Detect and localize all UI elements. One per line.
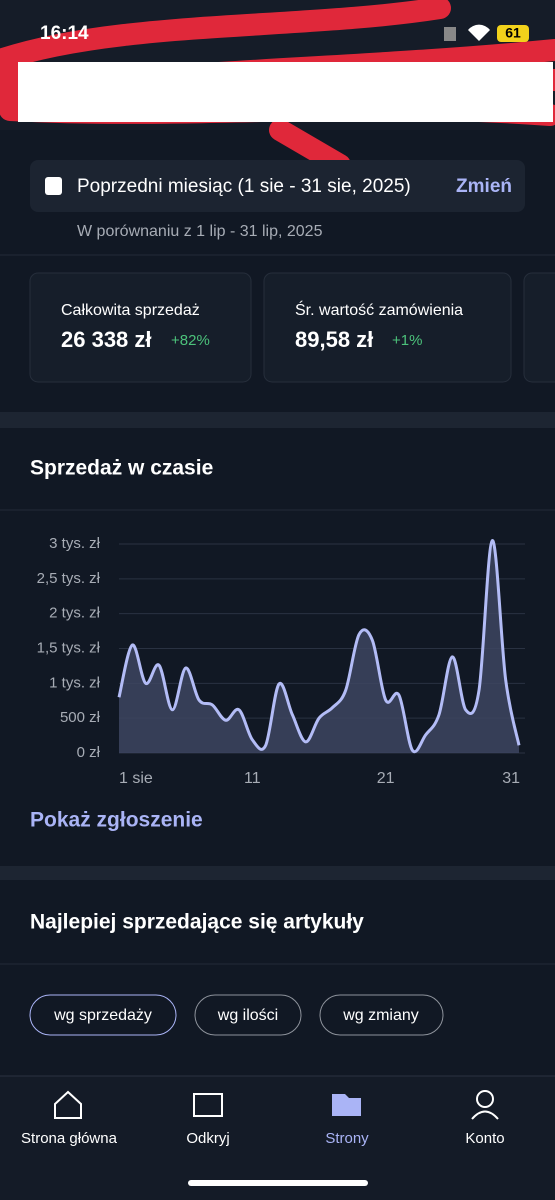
kpi-value: 26 338 zł <box>61 327 152 352</box>
section-title: Sprzedaż w czasie <box>30 457 213 480</box>
section-separator <box>0 412 555 428</box>
account-icon <box>476 1090 494 1108</box>
filter-chip[interactable] <box>194 994 302 1036</box>
section-separator <box>0 866 555 880</box>
section-title: Najlepiej sprzedające się artykuły <box>30 911 364 934</box>
signal-icon <box>444 27 456 41</box>
kpi-value: 89,58 zł <box>295 327 373 352</box>
pages-icon <box>332 1094 361 1116</box>
redaction-box <box>18 62 553 122</box>
kpi-change: +82% <box>171 332 210 349</box>
filter-chip[interactable] <box>319 994 444 1036</box>
change-button[interactable]: Zmień <box>456 176 512 197</box>
wifi-icon <box>468 24 490 41</box>
battery-level: 61 <box>505 25 521 41</box>
y-tick-label: 2 tys. zł <box>49 605 101 622</box>
x-tick-label: 1 sie <box>119 770 153 787</box>
y-tick-label: 3 tys. zł <box>49 535 101 552</box>
nav-item[interactable]: Odkryj <box>186 1130 229 1147</box>
comparison-text: W porównaniu z 1 lip - 31 lip, 2025 <box>77 223 323 240</box>
y-tick-label: 2,5 tys. zł <box>37 570 101 587</box>
filter-label: wg zmiany <box>342 1007 419 1024</box>
report-link[interactable]: Pokaż zgłoszenie <box>30 809 203 832</box>
filter-chip[interactable] <box>29 994 177 1036</box>
y-tick-label: 1,5 tys. zł <box>37 639 101 656</box>
x-tick-label: 31 <box>502 770 520 787</box>
status-time: 16:14 <box>40 23 89 44</box>
line <box>117 539 521 754</box>
nav-item[interactable]: Konto <box>465 1130 504 1147</box>
y-tick-label: 0 zł <box>77 744 101 761</box>
nav-item[interactable]: Strony <box>325 1130 369 1147</box>
y-tick-label: 500 zł <box>60 709 101 726</box>
date-range: Poprzedni miesiąc (1 sie - 31 sie, 2025) <box>77 176 411 197</box>
kpi-change: +1% <box>392 332 422 349</box>
kpi-card[interactable] <box>29 272 252 383</box>
filter-label: wg ilości <box>217 1007 278 1024</box>
kpi-title: Śr. wartość zamówienia <box>295 300 463 319</box>
x-tick-label: 11 <box>244 770 261 787</box>
battery-icon <box>497 25 529 42</box>
kpi-card[interactable] <box>263 272 512 383</box>
nav-item[interactable]: Strona główna <box>21 1130 118 1147</box>
calendar-icon <box>45 177 62 195</box>
bottom-nav <box>0 1076 555 1200</box>
filter-label: wg sprzedaży <box>53 1007 152 1024</box>
kpi-card[interactable] <box>523 272 555 383</box>
y-tick-label: 1 tys. zł <box>49 674 101 691</box>
date-filter[interactable] <box>30 160 525 212</box>
kpi-title: Całkowita sprzedaż <box>61 302 200 319</box>
home-indicator <box>188 1180 368 1186</box>
area <box>119 540 519 753</box>
sales-chart: 0 zł 500 zł 1 tys. zł 1,5 tys. zł 2 tys. zł 2… <box>37 535 525 787</box>
x-tick-label: 21 <box>377 770 395 787</box>
discover-icon <box>193 1093 223 1117</box>
account-icon <box>471 1110 499 1120</box>
home-icon <box>54 1090 82 1119</box>
